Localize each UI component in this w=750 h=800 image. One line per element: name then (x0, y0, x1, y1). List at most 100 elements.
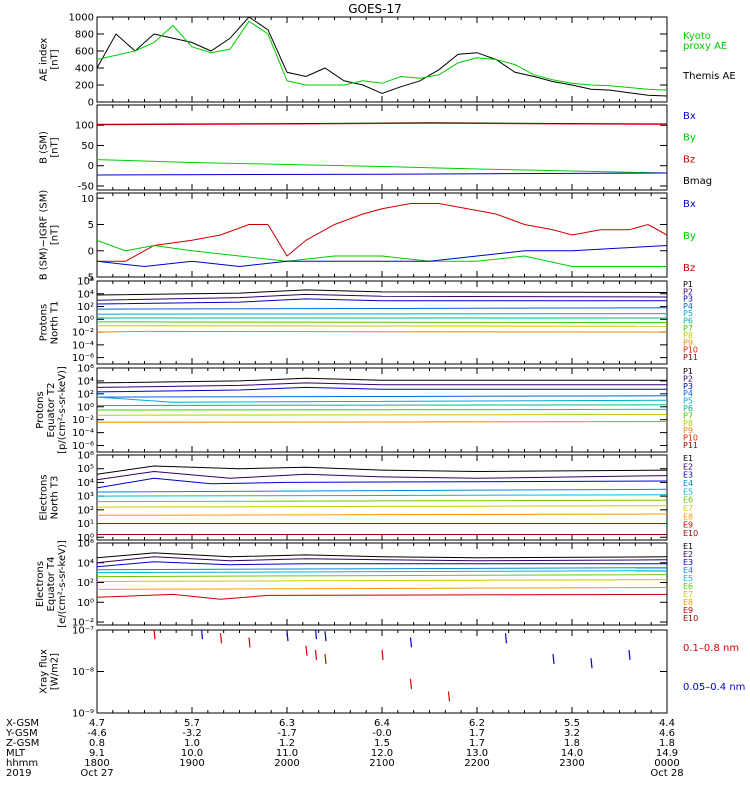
panel-electrons_n: 10⁰ 10¹ 10² 10³ 10⁴ 10⁵ 10⁶ Electrons North T3 E1… (39, 451, 699, 544)
y-tick-label: 0 (88, 161, 94, 172)
footer-value: 2200 (464, 758, 489, 769)
y-tick-label: 10³ (77, 492, 94, 503)
series-line-p9 (97, 421, 667, 423)
series-line-p3 (97, 298, 667, 305)
series-line-e2 (97, 556, 667, 564)
footer-value: 1900 (179, 758, 204, 769)
legend-item: E5 (683, 574, 693, 583)
series-line-p1 (97, 289, 667, 296)
x-axis-footer: X-GSM 4.7 5.7 6.3 6.4 6.2 5.5 4.4 Y-GSM -4.6 -3.2 -… (5, 718, 684, 779)
footer-value: 12.0 (371, 748, 393, 759)
y-tick-label: 50 (81, 141, 94, 152)
legend-item: P4 (683, 302, 693, 311)
xray-point-0-1-0-8-nm (409, 678, 413, 690)
legend-item: Bmag (683, 176, 712, 187)
footer-value: 4.6 (659, 728, 675, 739)
xray-point-0-05-0-4-nm (324, 631, 327, 642)
y-tick-label: 10 (81, 194, 94, 205)
series-group (97, 17, 667, 97)
xray-point-0-1-0-8-nm (219, 633, 223, 644)
panel-frame (96, 542, 668, 626)
series-group (97, 289, 667, 333)
y-axis-label: AE index (39, 38, 50, 82)
y-axis-label: Electrons (35, 561, 46, 607)
footer-value: -1.7 (277, 728, 297, 739)
y-tick-label: -50 (78, 181, 94, 192)
footer-value: 9.1 (89, 748, 105, 759)
footer-value: 14.0 (561, 748, 583, 759)
legend-item: P7 (683, 324, 693, 333)
y-tick-label: 200 (75, 81, 94, 92)
series-line-p6 (97, 404, 667, 406)
chart-title: GOES-17 (348, 2, 402, 16)
legend-item: Bz (683, 154, 695, 165)
series-line-by (97, 159, 667, 174)
series-line-e1 (97, 552, 667, 559)
footer-value: 11.0 (276, 748, 298, 759)
legend-bsm: Bx By Bz Bmag (683, 111, 712, 187)
y-axis-label: [W/m2] (50, 653, 61, 690)
series-line-p8 (97, 325, 667, 327)
y-axis-label: Xray flux (39, 649, 50, 694)
panel-frame (96, 454, 668, 541)
legend-item: 0.1–0.8 nm (683, 643, 739, 654)
y-tick-label: 10⁰ (77, 315, 94, 326)
y-tick-label: 10² (77, 578, 94, 589)
footer-value: 6.3 (279, 718, 295, 729)
y-axis-label: Protons (39, 304, 50, 341)
y-tick-label: 10⁻⁸ (72, 667, 94, 678)
legend-item: E6 (683, 496, 693, 505)
xray-point-0-1-0-8-nm (305, 645, 308, 656)
legend-item: P2 (683, 374, 693, 383)
y-tick-label: 100 (75, 121, 94, 132)
series-line-e7 (97, 579, 667, 582)
legend-item: E4 (683, 566, 693, 575)
footer-value: 13.0 (466, 748, 488, 759)
footer-value: 14.9 (656, 748, 678, 759)
y-tick-label: 10⁴ (77, 558, 94, 569)
series-line-p1 (97, 377, 667, 384)
series-line-p2 (97, 293, 667, 301)
legend-item: E1 (683, 454, 693, 463)
footer-value: 0000 (654, 758, 679, 769)
y-tick-label: 10² (77, 302, 94, 313)
y-tick-label: 800 (75, 30, 94, 41)
y-tick-label: 10⁰ (77, 533, 94, 544)
series-line-e1 (97, 465, 667, 475)
legend-item: E8 (683, 598, 693, 607)
y-tick-label: 10⁻⁶ (72, 353, 94, 364)
xray-point-0-1-0-8-nm (447, 691, 451, 702)
series-line-e7 (97, 505, 667, 508)
series-group (97, 552, 667, 600)
y-tick-label: 10⁴ (77, 478, 94, 489)
series-line-e6 (97, 574, 667, 578)
footer-value: 6.4 (374, 718, 390, 729)
panel-bsm: -50 0 50 100 B (SM) [nT] Bx By Bz Bmag (39, 104, 712, 192)
legend-item: P9 (683, 338, 693, 347)
footer-value: 1.7 (469, 728, 485, 739)
footer-value: 1.0 (184, 738, 200, 749)
legend-item: 0.05–0.4 nm (683, 682, 745, 693)
footer-value: 1.5 (374, 738, 390, 749)
legend-item: E2 (683, 550, 693, 559)
y-tick-label: 10⁻⁹ (72, 709, 94, 720)
footer-value: -0.0 (372, 728, 392, 739)
y-axis-label: [nT] (50, 225, 61, 245)
footer-value: 2100 (369, 758, 394, 769)
series-line-p4 (97, 395, 667, 398)
legend-item: By (683, 133, 696, 144)
y-tick-label: 10⁻² (72, 415, 94, 426)
series-line-themis-ae (97, 17, 667, 97)
panel-frame (96, 629, 668, 714)
legend-item: proxy AE (683, 41, 727, 52)
footer-value: -4.6 (87, 728, 107, 739)
y-tick-label: 10⁴ (77, 376, 94, 387)
y-tick-label: 400 (75, 64, 94, 75)
y-tick-label: 10⁶ (77, 539, 94, 550)
legend-item: E8 (683, 512, 693, 521)
legend-item: E9 (683, 521, 693, 530)
